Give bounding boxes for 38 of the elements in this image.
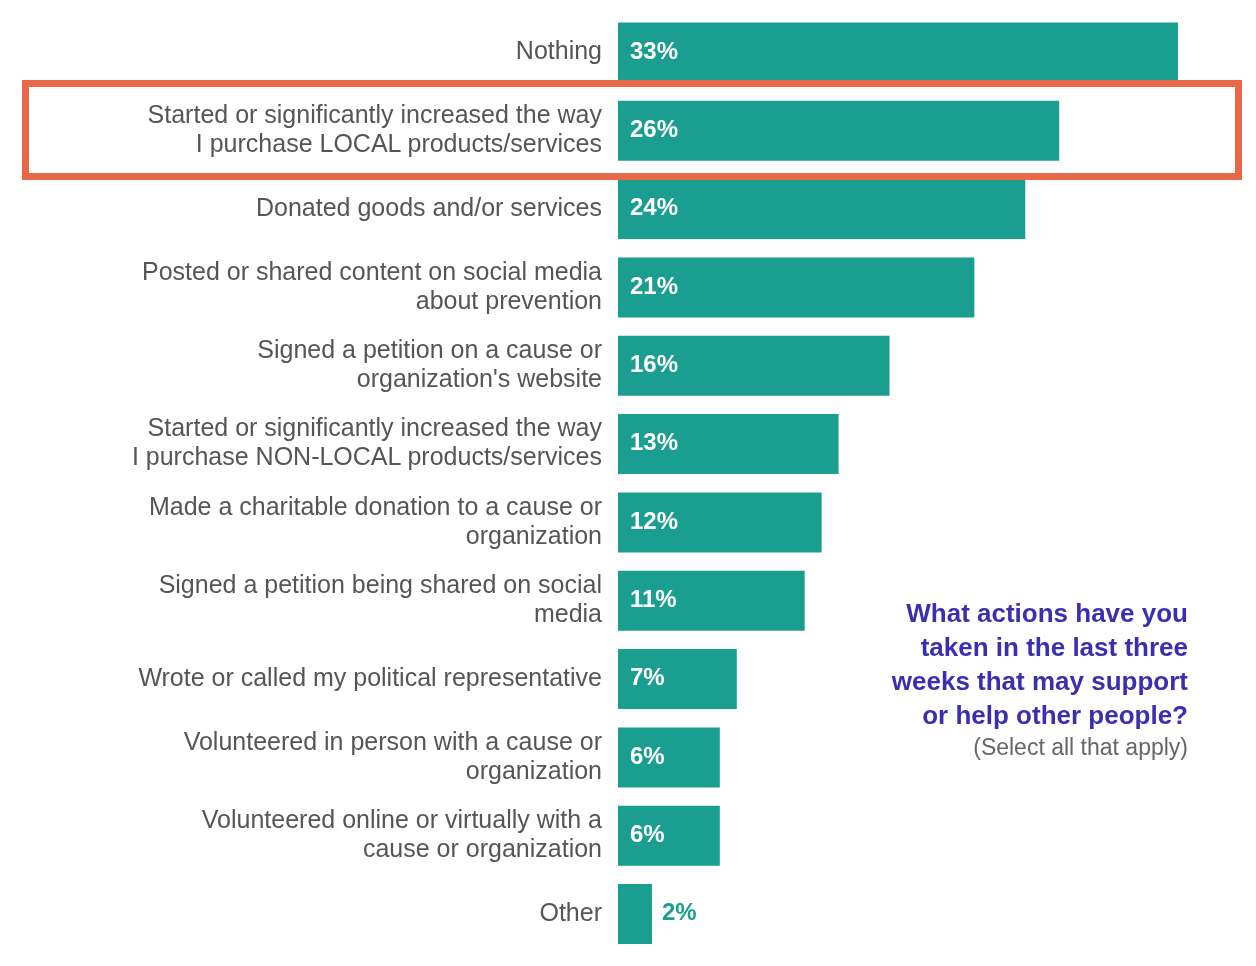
bar: [618, 257, 975, 318]
data-label: 11%: [630, 585, 677, 613]
bar: [618, 335, 890, 396]
data-label: 2%: [661, 898, 697, 926]
bar: [618, 22, 1178, 83]
y-tick-label: Signed a petition on a cause or organization's website: [257, 334, 602, 392]
y-tick-label: Volunteered online or virtually with a cause or organization: [201, 804, 603, 862]
y-tick-label: Posted or shared content on social media about prevention: [142, 256, 603, 314]
y-tick-label: Donated goods and/or services: [255, 192, 602, 221]
data-label: 6%: [630, 741, 665, 769]
data-label: 33%: [630, 36, 679, 64]
y-tick-label: Started or significantly increased the way I purchase LOCAL products/services: [147, 99, 603, 157]
data-label: 7%: [630, 663, 665, 691]
data-label: 21%: [630, 271, 679, 299]
bar: [618, 570, 805, 631]
y-tick-label: Volunteered in person with a cause or organization: [183, 726, 602, 784]
bar: [618, 727, 720, 788]
bar: [618, 414, 839, 475]
bar: [618, 179, 1026, 240]
bar: [618, 492, 822, 553]
y-tick-label: Made a charitable donation to a cause or organization: [148, 491, 602, 549]
y-tick-label: Started or significantly increased the way I purchase NON-LOCAL products/services: [131, 412, 603, 470]
y-tick-label: Nothing: [515, 35, 602, 64]
bar: [618, 805, 720, 866]
y-tick-label: Signed a petition being shared on social media: [158, 569, 603, 627]
data-label: 12%: [630, 506, 679, 534]
y-tick-label: Other: [539, 897, 602, 926]
data-label: 24%: [630, 193, 679, 221]
data-label: 16%: [630, 350, 679, 378]
text: (Select all that apply): [972, 734, 1188, 761]
data-label: 13%: [630, 428, 679, 456]
bar: [618, 649, 737, 710]
text: What actions have you taken in the last three weeks that may support or help other people?: [890, 597, 1188, 732]
bar: [618, 884, 652, 945]
bar: [618, 100, 1060, 161]
data-label: 6%: [630, 820, 665, 848]
data-label: 26%: [630, 115, 679, 143]
y-tick-label: Wrote or called my political representative: [138, 662, 602, 691]
